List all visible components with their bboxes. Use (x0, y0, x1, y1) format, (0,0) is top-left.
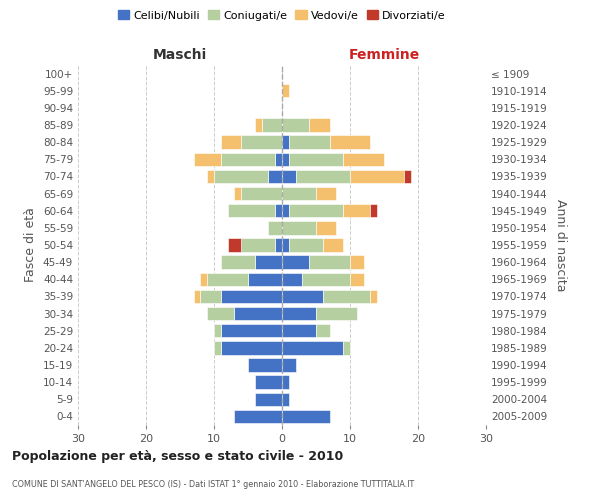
Bar (214, 170, 268, 183)
Bar (282, 410, 329, 423)
Bar (221, 341, 282, 354)
Bar (200, 272, 207, 286)
Bar (302, 272, 350, 286)
Bar (282, 238, 289, 252)
Bar (282, 392, 289, 406)
Bar (221, 136, 241, 149)
Bar (235, 187, 241, 200)
Bar (275, 204, 282, 218)
Bar (316, 307, 357, 320)
Bar (370, 204, 377, 218)
Bar (200, 290, 221, 303)
Bar (255, 256, 282, 269)
Bar (282, 84, 289, 98)
Bar (289, 204, 343, 218)
Bar (221, 324, 282, 338)
Bar (370, 290, 377, 303)
Bar (282, 221, 316, 234)
Bar (316, 221, 337, 234)
Bar (323, 238, 343, 252)
Bar (221, 256, 255, 269)
Bar (289, 238, 323, 252)
Bar (323, 290, 370, 303)
Bar (282, 272, 302, 286)
Y-axis label: Fasce di età: Fasce di età (25, 208, 37, 282)
Bar (275, 238, 282, 252)
Bar (282, 376, 289, 389)
Bar (282, 307, 316, 320)
Bar (207, 170, 214, 183)
Bar (282, 358, 296, 372)
Bar (282, 256, 309, 269)
Text: Popolazione per età, sesso e stato civile - 2010: Popolazione per età, sesso e stato civil… (12, 450, 343, 463)
Bar (316, 187, 337, 200)
Bar (255, 392, 282, 406)
Bar (248, 358, 282, 372)
Bar (282, 204, 289, 218)
Bar (268, 170, 282, 183)
Bar (329, 136, 370, 149)
Bar (343, 152, 384, 166)
Bar (282, 290, 323, 303)
Bar (350, 256, 364, 269)
Bar (282, 136, 289, 149)
Bar (227, 204, 275, 218)
Bar (241, 187, 282, 200)
Bar (255, 376, 282, 389)
Bar (309, 118, 329, 132)
Bar (316, 324, 329, 338)
Bar (207, 307, 235, 320)
Y-axis label: Anni di nascita: Anni di nascita (554, 198, 567, 291)
Bar (309, 256, 350, 269)
Legend: Celibi/Nubili, Coniugati/e, Vedovi/e, Divorziati/e: Celibi/Nubili, Coniugati/e, Vedovi/e, Di… (114, 6, 450, 25)
Bar (350, 272, 364, 286)
Bar (221, 152, 275, 166)
Bar (248, 272, 282, 286)
Bar (241, 136, 282, 149)
Bar (404, 170, 411, 183)
Bar (282, 187, 316, 200)
Bar (282, 324, 316, 338)
Bar (296, 170, 350, 183)
Bar (289, 152, 343, 166)
Bar (214, 324, 221, 338)
Bar (255, 118, 262, 132)
Bar (282, 341, 343, 354)
Bar (343, 204, 370, 218)
Bar (282, 152, 289, 166)
Bar (262, 118, 282, 132)
Bar (235, 410, 282, 423)
Text: Maschi: Maschi (153, 48, 207, 62)
Bar (221, 290, 282, 303)
Bar (282, 170, 296, 183)
Bar (275, 152, 282, 166)
Text: COMUNE DI SANT'ANGELO DEL PESCO (IS) - Dati ISTAT 1° gennaio 2010 - Elaborazione: COMUNE DI SANT'ANGELO DEL PESCO (IS) - D… (12, 480, 414, 489)
Text: Femmine: Femmine (349, 48, 419, 62)
Bar (207, 272, 248, 286)
Bar (282, 118, 309, 132)
Bar (227, 238, 241, 252)
Bar (289, 136, 329, 149)
Bar (350, 170, 404, 183)
Bar (235, 307, 282, 320)
Bar (268, 221, 282, 234)
Bar (241, 238, 275, 252)
Bar (343, 341, 350, 354)
Bar (194, 290, 200, 303)
Bar (214, 341, 221, 354)
Bar (194, 152, 221, 166)
